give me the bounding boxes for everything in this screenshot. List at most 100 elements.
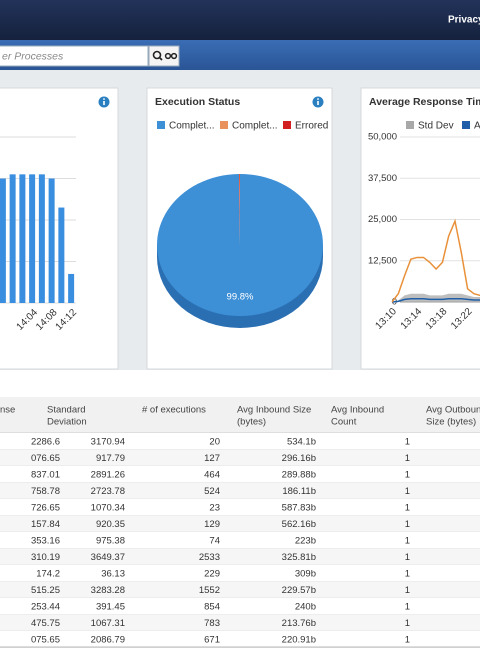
search-placeholder: er Processes — [2, 50, 64, 62]
table-cell: 854 — [204, 601, 220, 612]
table-cell: 296.16b — [282, 453, 316, 464]
table-cell: 783 — [204, 618, 220, 629]
table-cell: 129 — [204, 519, 220, 530]
y-tick-label: 37,500 — [368, 173, 397, 184]
y-tick-label: 12,500 — [368, 255, 397, 266]
area — [392, 293, 480, 302]
legend-swatch — [462, 121, 470, 129]
table-cell: 23 — [209, 502, 220, 513]
column-header: Standard — [47, 405, 86, 416]
bar — [38, 174, 45, 303]
binoculars-icon — [164, 52, 172, 60]
column-header: Avg Outboun — [426, 405, 480, 416]
table-cell: 20 — [209, 436, 220, 447]
table-cell: 1 — [405, 585, 410, 596]
table-cell: 3283.28 — [91, 585, 125, 596]
search-buttons — [148, 45, 180, 67]
table-cell: 1 — [405, 634, 410, 645]
pie-slice — [239, 174, 240, 245]
legend-label: Std Dev — [418, 121, 454, 132]
table-cell: 920.35 — [96, 519, 125, 530]
table-row — [0, 581, 480, 598]
table-cell: 289.88b — [282, 469, 316, 480]
table-cell: 325.81b — [282, 552, 316, 563]
table-cell: 1 — [405, 568, 410, 579]
table-cell: 1 — [405, 601, 410, 612]
column-header: Avg Inbound — [331, 405, 384, 416]
table-cell: 240b — [295, 601, 316, 612]
table-row — [0, 466, 480, 483]
table-cell: 229.57b — [282, 585, 316, 596]
table-cell: 186.11b — [282, 486, 316, 497]
legend-label: A — [474, 121, 480, 132]
table-cell: 1 — [405, 436, 410, 447]
legend-swatch — [220, 121, 228, 129]
table-row — [0, 515, 480, 532]
table-row — [0, 449, 480, 466]
table-cell: 2723.78 — [91, 486, 125, 497]
legend-label: Complet... — [232, 121, 278, 132]
bar — [19, 174, 26, 303]
table-cell: 213.76b — [282, 618, 316, 629]
table-cell: 157.84 — [31, 519, 60, 530]
table-cell: 74 — [209, 535, 220, 546]
table-cell: 758.78 — [31, 486, 60, 497]
table-cell: 2533 — [199, 552, 220, 563]
table-cell: 587.83b — [282, 502, 316, 513]
table-cell: 515.25 — [31, 585, 60, 596]
info-icon[interactable] — [312, 96, 324, 108]
line — [391, 218, 480, 303]
legend-swatch — [283, 121, 291, 129]
table-cell: 2891.26 — [91, 469, 125, 480]
table-row — [0, 548, 480, 565]
search-box[interactable] — [0, 45, 149, 67]
table-cell: 223b — [295, 535, 316, 546]
binoculars-icon — [170, 52, 178, 60]
table-cell: 127 — [204, 453, 220, 464]
column-header: Count — [331, 417, 357, 428]
bar — [68, 273, 75, 303]
legend-swatch — [406, 121, 414, 129]
privacy-link[interactable]: Privacy — [448, 15, 480, 26]
table-cell: 475.75 — [31, 618, 60, 629]
table-cell: 837.01 — [31, 469, 60, 480]
table-row — [0, 598, 480, 615]
table-cell: 1552 — [199, 585, 220, 596]
table-header — [0, 397, 480, 433]
table-cell: 353.16 — [31, 535, 60, 546]
table-cell: 464 — [204, 469, 220, 480]
table-cell: 726.65 — [31, 502, 60, 513]
bar — [9, 174, 16, 303]
column-header: nse — [0, 405, 15, 416]
table-row — [0, 433, 480, 450]
table-cell: 1 — [405, 502, 410, 513]
column-header: Deviation — [47, 417, 87, 428]
table-cell: 3170.94 — [91, 436, 125, 447]
table-row — [0, 532, 480, 549]
bar — [58, 207, 65, 303]
table-cell: 174.2 — [36, 568, 60, 579]
search-icon — [158, 56, 163, 61]
table-cell: 1 — [405, 535, 410, 546]
table-row — [0, 631, 480, 648]
table-cell: 3649.37 — [91, 552, 125, 563]
column-header: Avg Inbound Size — [237, 405, 311, 416]
table-cell: 2286.6 — [31, 436, 60, 447]
table-row — [0, 482, 480, 499]
table-cell: 1 — [405, 469, 410, 480]
legend-label: Complet... — [169, 121, 215, 132]
legend-label: Errored — [295, 121, 328, 132]
table-cell: 310.19 — [31, 552, 60, 563]
table-cell: 36.13 — [101, 568, 125, 579]
y-tick-label: 50,000 — [368, 132, 397, 143]
table-cell: 524 — [204, 486, 220, 497]
top-bar — [0, 0, 480, 40]
table-cell: 1067.31 — [91, 618, 125, 629]
info-icon[interactable] — [98, 96, 110, 108]
table-cell: 2086.79 — [91, 634, 125, 645]
search-icon — [152, 50, 162, 60]
pie-slice — [156, 174, 323, 316]
line — [391, 297, 480, 303]
table-cell: 1070.34 — [91, 502, 125, 513]
